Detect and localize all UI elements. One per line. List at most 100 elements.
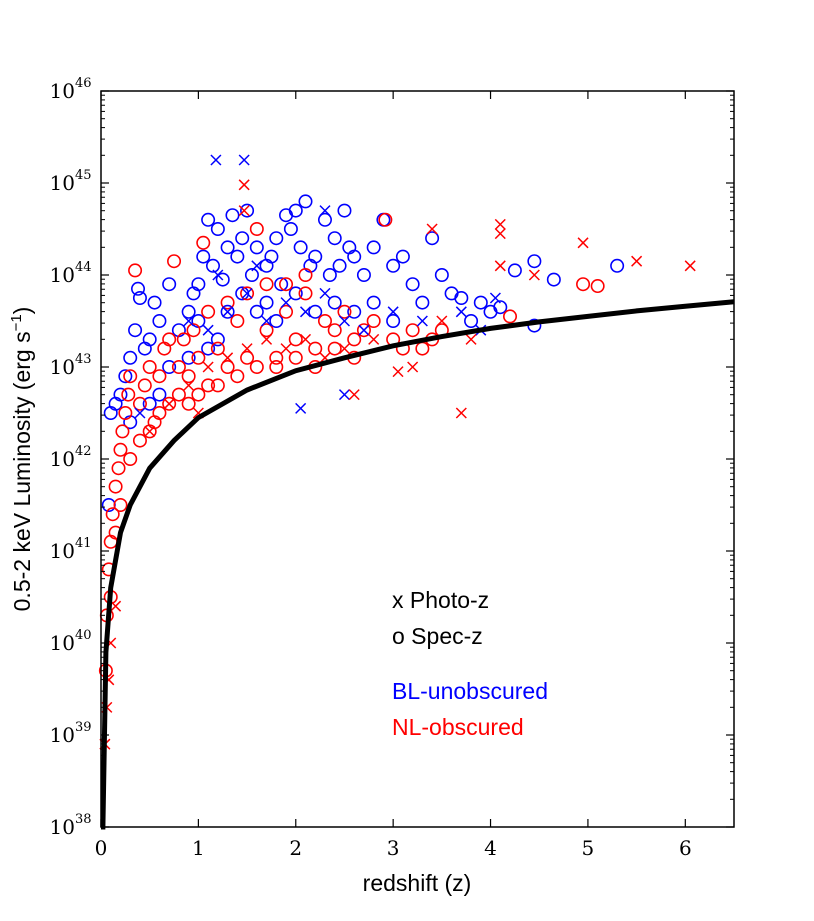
data-point-x [348,389,360,401]
data-point-circle [386,313,401,328]
data-point-x [358,324,370,336]
data-point-x [202,361,214,373]
data-point-circle [181,396,196,411]
data-point-circle [235,231,250,246]
data-point-circle [115,424,130,439]
data-point-circle [191,387,206,402]
data-point-circle [434,267,449,282]
data-point-circle [317,212,332,227]
data-point-circle [181,304,196,319]
data-point-circle [191,277,206,292]
y-tick-exponent: 39 [75,720,92,735]
y-tick-exponent: 43 [75,352,92,367]
data-point-x [110,600,122,612]
data-point-circle [210,332,225,347]
y-tick-exponent: 44 [75,260,92,275]
data-point-circle [527,254,542,269]
data-point-x [280,297,292,309]
data-point-circle [249,304,264,319]
data-point-x [202,324,214,336]
y-tick-exponent: 38 [75,812,92,827]
x-tick-label: 3 [387,836,400,860]
data-point-x [338,343,350,355]
annotation-spec-z: o Spec-z [392,623,483,649]
data-point-circle [123,369,138,384]
data-point-circle [337,304,352,319]
y-tick-exponent: 42 [75,444,92,459]
data-point-circle [366,240,381,255]
y-axis-label-close: ) [9,307,35,315]
data-point-circle [308,304,323,319]
data-point-x [631,255,643,267]
y-tick-exponent: 41 [75,536,92,551]
data-point-circle [327,323,342,338]
annotation-legend: x Photo-z o Spec-z BL-unobscured NL-obsc… [392,587,548,740]
data-point-circle [347,304,362,319]
data-point-circle [123,350,138,365]
data-point-circle [191,350,206,365]
y-tick-exponent: 40 [75,628,92,643]
data-point-circle [327,341,342,356]
y-axis-label-main: 0.5-2 keV Luminosity (erg s [9,331,35,611]
data-point-circle [293,240,308,255]
y-tick-label: 10 [50,355,75,379]
data-point-circle [167,254,182,269]
data-point-circle [131,281,146,296]
data-point-x [238,205,250,217]
y-tick-label: 10 [50,263,75,287]
data-point-x [387,306,399,318]
data-point-x [465,333,477,345]
data-point-circle [220,359,235,374]
y-tick-exponent: 46 [75,76,92,91]
data-point-circle [493,300,508,315]
data-point-circle [113,387,128,402]
data-point-circle [269,359,284,374]
x-tick-label: 5 [582,836,595,860]
data-point-circle [118,369,133,384]
data-point-x [407,361,419,373]
data-point-circle [249,222,264,237]
data-point-circle [327,295,342,310]
data-point-circle [244,267,259,282]
data-point-circle [322,267,337,282]
data-point-circle [162,277,177,292]
data-point-x [295,402,307,414]
data-point-circle [507,263,522,278]
data-point-circle [196,235,211,250]
x-tick-label: 6 [679,836,692,860]
data-point-circle [356,323,371,338]
data-point-circle [142,332,157,347]
data-point-circle [356,267,371,282]
data-point-circle [464,313,479,328]
data-point-circle [142,359,157,374]
data-point-x [338,315,350,327]
data-point-circle [454,290,469,305]
data-point-circle [171,387,186,402]
data-point-circle [378,212,393,227]
data-point-circle [425,231,440,246]
data-point-circle [113,442,128,457]
data-point-circle [210,378,225,393]
data-point-circle [269,313,284,328]
data-point-circle [105,507,120,522]
y-axis-label-sup: −1 [8,314,25,331]
data-point-circle [230,313,245,328]
y-tick-label: 10 [50,815,75,839]
data-point-circle [220,304,235,319]
data-point-circle [269,350,284,365]
data-point-circle [415,295,430,310]
data-point-circle [123,451,138,466]
data-point-circle [128,263,143,278]
data-point-x [222,352,234,364]
data-point-circle [590,279,605,294]
data-point-x [577,237,589,249]
data-point-circle [132,396,147,411]
data-point-circle [210,341,225,356]
data-point-circle [298,286,313,301]
data-point-x [528,269,540,281]
data-point-x [299,306,312,318]
data-point-x [183,379,195,391]
data-point-circle [132,290,147,305]
data-point-x [241,343,253,355]
